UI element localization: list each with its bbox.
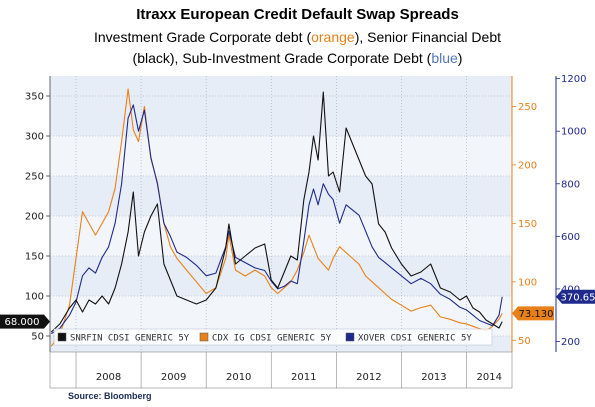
legend-swatch — [57, 332, 67, 342]
chart-title: Itraxx European Credit Default Swap Spre… — [136, 6, 459, 23]
legend-label: SNRFIN CDSI GENERIC 5Y — [70, 334, 190, 344]
badge-black-label: 68.000 — [5, 317, 40, 328]
legend-box — [53, 328, 493, 346]
left-axis-tick-label: 100 — [25, 292, 44, 303]
axes: 5010015020025030035050100150200250200400… — [25, 74, 586, 389]
series-line-blue — [51, 104, 503, 335]
subtitle-text: ), Senior Financial Debt — [354, 29, 501, 45]
x-axis-tick-label: 2012 — [356, 372, 381, 383]
left-axis-tick-label: 200 — [25, 212, 44, 223]
series-line-black — [50, 91, 503, 333]
source-note: Source: Bloomberg — [68, 391, 152, 401]
right-axis-tick-label: 1200 — [561, 74, 586, 85]
left-axis-tick-label: 300 — [25, 132, 44, 143]
badge-blue-label: 370.65 — [561, 292, 595, 303]
subtitle-orange-word: orange — [311, 29, 355, 45]
x-axis-tick-label: 2010 — [226, 372, 251, 383]
x-axis-tick-label: 2013 — [421, 372, 446, 383]
grid-lines — [50, 76, 512, 352]
middle-axis-tick-label: 200 — [518, 160, 537, 171]
legend-label: CDX IG CDSI GENERIC 5Y — [212, 334, 332, 344]
legend-swatch — [345, 332, 355, 342]
chart-subtitle-line2: (black), Sub-Investment Grade Corporate … — [0, 50, 595, 66]
right-axis-tick-label: 1000 — [561, 127, 586, 138]
middle-axis-tick-label: 150 — [518, 219, 537, 230]
left-axis-tick-label: 350 — [25, 92, 44, 103]
left-axis-tick-label: 150 — [25, 252, 44, 263]
x-axis-strip — [49, 351, 513, 389]
legend-label: XOVER CDSI GENERIC 5Y — [358, 334, 472, 344]
series-layer — [50, 88, 503, 347]
subtitle-text: ) — [457, 50, 463, 66]
plot-band — [50, 216, 512, 256]
right-axis-tick-label: 200 — [561, 337, 580, 348]
x-axis-tick-label: 2009 — [161, 372, 186, 383]
left-axis-tick-label: 50 — [31, 332, 44, 343]
plot-band — [50, 136, 512, 176]
chart-subtitle-line1: Investment Grade Corporate debt (orange)… — [0, 29, 595, 45]
subtitle-text: (black), Sub-Investment Grade Corporate … — [132, 50, 432, 66]
x-axis-tick-label: 2014 — [476, 372, 501, 383]
middle-axis-tick-label: 100 — [518, 277, 537, 288]
badge-blue-bg — [556, 289, 595, 304]
legend-swatch — [199, 332, 209, 342]
last-value-badges: 68.000 73.130 370.65 — [0, 289, 595, 329]
badge-black-pointer — [44, 314, 50, 329]
badge-orange-label: 73.130 — [519, 309, 554, 320]
plot-bands — [50, 136, 512, 336]
right-axis-tick-label: 800 — [561, 179, 580, 190]
right-axis-tick-label: 600 — [561, 232, 580, 243]
middle-axis-tick-label: 50 — [518, 336, 531, 347]
left-axis-tick-label: 250 — [25, 172, 44, 183]
subtitle-blue-word: blue — [431, 50, 458, 66]
series-line-orange — [50, 88, 503, 347]
middle-axis-tick-label: 250 — [518, 102, 537, 113]
legend: SNRFIN CDSI GENERIC 5Y CDX IG CDSI GENERI… — [53, 328, 493, 346]
x-axis-tick-label: 2011 — [291, 372, 316, 383]
badge-black-bg — [0, 314, 44, 329]
x-axis-tick-label: 2008 — [96, 372, 121, 383]
badge-orange-bg — [512, 306, 554, 321]
subtitle-text: Investment Grade Corporate debt ( — [94, 29, 312, 45]
